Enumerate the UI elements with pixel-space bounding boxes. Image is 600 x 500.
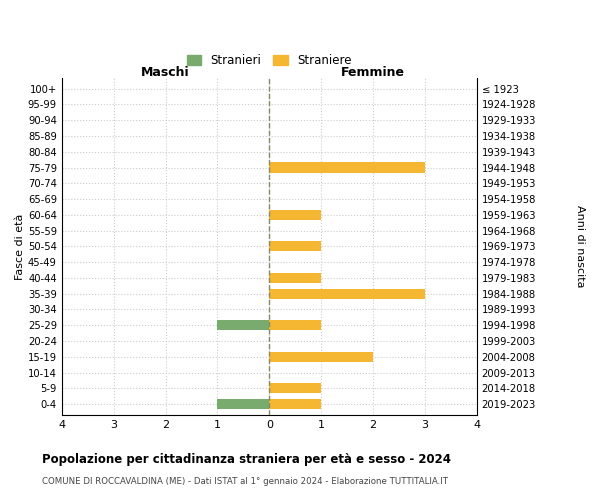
- Bar: [269, 352, 373, 362]
- Text: Maschi: Maschi: [141, 66, 190, 79]
- Bar: [269, 383, 321, 394]
- Y-axis label: Anni di nascita: Anni di nascita: [575, 205, 585, 288]
- Text: Popolazione per cittadinanza straniera per età e sesso - 2024: Popolazione per cittadinanza straniera p…: [42, 452, 451, 466]
- Bar: [269, 210, 321, 220]
- Y-axis label: Fasce di età: Fasce di età: [15, 213, 25, 280]
- Bar: [217, 320, 269, 330]
- Bar: [217, 399, 269, 409]
- Text: COMUNE DI ROCCAVALDINA (ME) - Dati ISTAT al 1° gennaio 2024 - Elaborazione TUTTI: COMUNE DI ROCCAVALDINA (ME) - Dati ISTAT…: [42, 478, 448, 486]
- Legend: Stranieri, Straniere: Stranieri, Straniere: [182, 50, 356, 72]
- Bar: [269, 162, 425, 172]
- Bar: [269, 273, 321, 283]
- Bar: [269, 241, 321, 252]
- Bar: [269, 399, 321, 409]
- Text: Femmine: Femmine: [341, 66, 405, 79]
- Bar: [269, 320, 321, 330]
- Bar: [269, 288, 425, 299]
